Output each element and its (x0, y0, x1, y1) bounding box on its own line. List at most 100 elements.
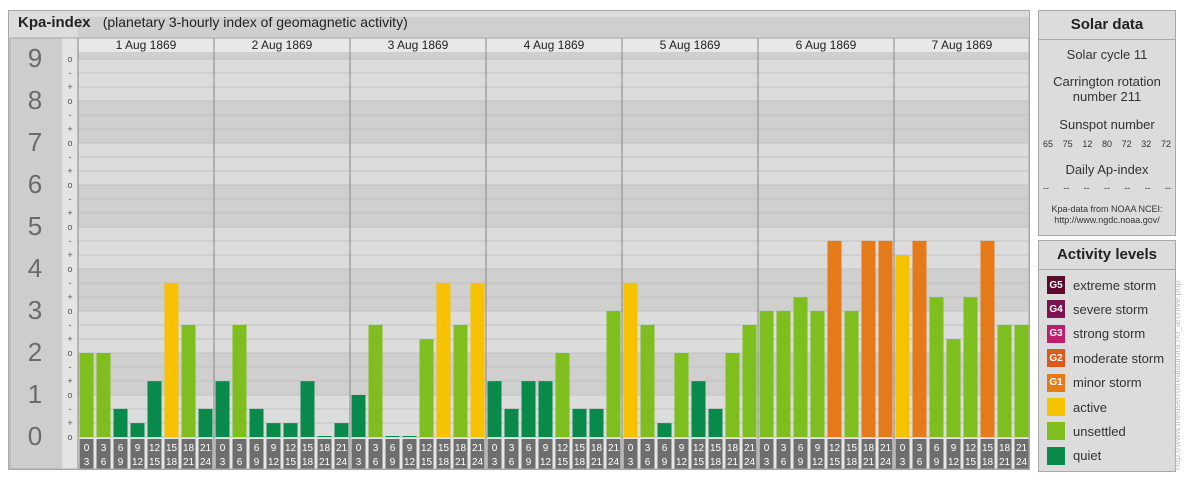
kp-bar (317, 436, 332, 437)
day-label: 6 Aug 1869 (796, 38, 857, 52)
subtick-column (62, 38, 78, 469)
y-tick-label: 8 (28, 85, 42, 115)
time-label-box (606, 439, 621, 469)
time-end-label: 15 (693, 457, 705, 468)
time-label-box (895, 439, 910, 469)
time-start-label: 21 (880, 443, 892, 454)
kp-bar (725, 353, 740, 437)
y-axis-column (10, 38, 62, 469)
y-subtick-label: o (67, 348, 72, 358)
time-label-box (334, 439, 349, 469)
y-subtick-label: - (69, 278, 72, 288)
time-start-label: 18 (863, 443, 875, 454)
source-link[interactable]: http://www.ngdc.noaa.gov/ (1054, 215, 1160, 225)
time-start-label: 12 (285, 443, 297, 454)
time-end-label: 9 (254, 457, 260, 468)
time-start-label: 15 (982, 443, 994, 454)
legend-swatch: G3 (1047, 324, 1065, 343)
time-start-label: 21 (200, 443, 212, 454)
kp-band (78, 101, 1029, 143)
time-end-label: 3 (220, 457, 226, 468)
time-end-label: 9 (118, 457, 124, 468)
kp-bar (385, 436, 400, 437)
time-label-box (742, 439, 757, 469)
kp-bar (334, 423, 349, 437)
time-start-label: 6 (798, 443, 804, 454)
legend-label: unsettled (1073, 423, 1126, 439)
legend-item-unsettled: unsettled (1047, 420, 1126, 442)
time-label-box (487, 439, 502, 469)
time-start-label: 12 (557, 443, 569, 454)
time-start-label: 0 (628, 443, 634, 454)
solar-data-title: Solar data (1039, 11, 1175, 40)
ap-value: -- (1103, 183, 1110, 193)
legend-item-quiet: quiet (1047, 445, 1101, 467)
time-end-label: 21 (999, 457, 1011, 468)
kp-bar (249, 408, 264, 437)
time-end-label: 3 (900, 457, 906, 468)
y-subtick-label: - (69, 236, 72, 246)
time-label-box (317, 439, 332, 469)
legend-label: minor storm (1073, 375, 1142, 391)
y-subtick-label: + (67, 166, 72, 176)
y-tick-label: 7 (28, 127, 42, 157)
time-end-label: 12 (540, 457, 552, 468)
time-end-label: 15 (557, 457, 569, 468)
time-end-label: 24 (1016, 457, 1028, 468)
watermark: http://www.theuserrofrealaurora.no_archi… (1172, 280, 1182, 470)
time-start-label: 6 (118, 443, 124, 454)
kp-bar (521, 381, 536, 437)
kp-bar (96, 353, 111, 437)
legend-swatch: G5 (1047, 276, 1065, 294)
time-start-label: 9 (543, 443, 549, 454)
time-end-label: 15 (285, 457, 297, 468)
legend-item-minor-storm: G1 minor storm (1047, 372, 1142, 394)
time-end-label: 21 (727, 457, 739, 468)
y-subtick-label: o (67, 306, 72, 316)
time-start-label: 21 (608, 443, 620, 454)
time-label-box (79, 439, 94, 469)
y-subtick-label: - (69, 110, 72, 120)
time-start-label: 9 (407, 443, 413, 454)
time-end-label: 6 (509, 457, 515, 468)
time-end-label: 15 (829, 457, 841, 468)
sunspot-value: 75 (1062, 139, 1073, 149)
time-start-label: 9 (815, 443, 821, 454)
day-label: 1 Aug 1869 (116, 38, 177, 52)
time-end-label: 9 (526, 457, 532, 468)
y-subtick-label: + (67, 250, 72, 260)
ap-value: -- (1144, 183, 1151, 193)
time-end-label: 12 (812, 457, 824, 468)
kp-bar (368, 324, 383, 437)
y-subtick-label: - (69, 404, 72, 414)
kp-bar (113, 408, 128, 437)
y-subtick-label: + (67, 334, 72, 344)
time-label-box (691, 439, 706, 469)
kp-bar (130, 423, 145, 437)
time-label-box (266, 439, 281, 469)
time-label-box (997, 439, 1012, 469)
y-tick-label: 9 (28, 43, 42, 73)
time-end-label: 18 (574, 457, 586, 468)
sunspot-value: 72 (1121, 139, 1132, 149)
legend-swatch (1047, 422, 1065, 441)
kp-bar (759, 311, 774, 437)
ap-value: -- (1043, 183, 1049, 193)
kp-bar (266, 423, 281, 437)
kp-bar (708, 408, 723, 437)
y-tick-label: 1 (28, 379, 42, 409)
legend-label: quiet (1073, 448, 1102, 464)
kp-bar (487, 381, 502, 437)
time-end-label: 15 (149, 457, 161, 468)
y-subtick-label: - (69, 194, 72, 204)
time-end-label: 21 (319, 457, 331, 468)
legend-swatch (1047, 446, 1065, 465)
kp-bar (232, 324, 247, 437)
time-label-box (232, 439, 247, 469)
y-tick-label: 5 (28, 211, 42, 241)
time-start-label: 18 (727, 443, 739, 454)
time-end-label: 18 (982, 457, 994, 468)
legend-label: severe storm (1073, 301, 1149, 317)
time-start-label: 21 (744, 443, 756, 454)
